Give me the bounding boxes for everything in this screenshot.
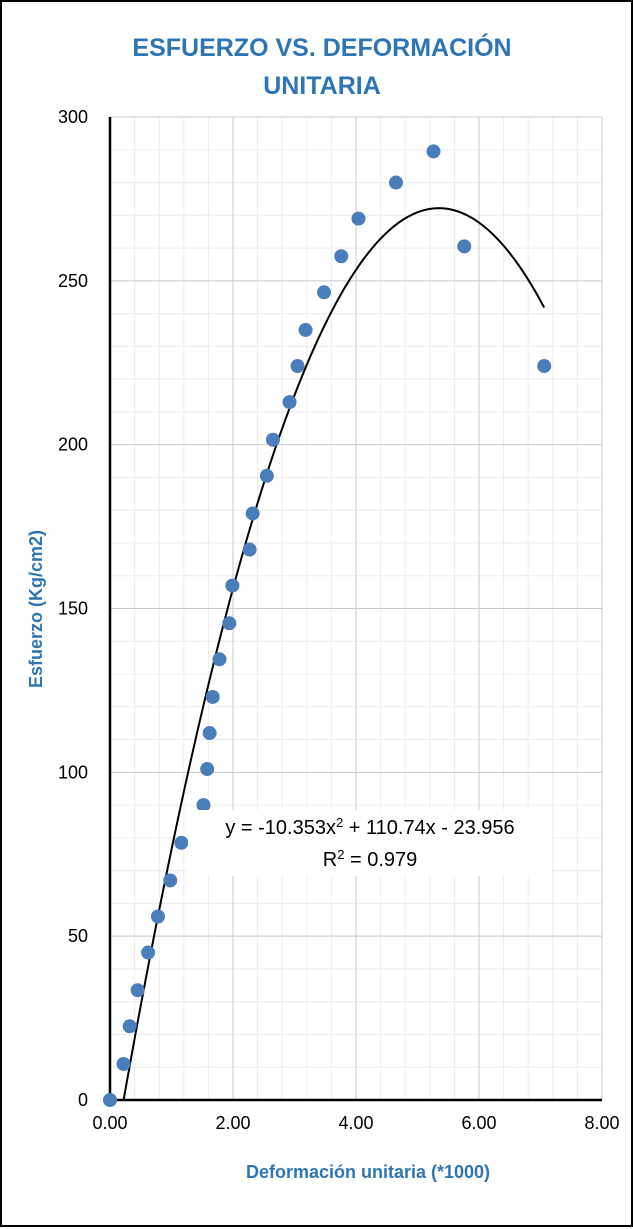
data-point xyxy=(259,468,274,483)
data-point xyxy=(457,239,472,254)
data-point xyxy=(265,432,280,447)
data-point xyxy=(334,249,349,264)
data-point xyxy=(122,1019,137,1034)
x-axis-title: Deformación unitaria (*1000) xyxy=(246,1162,490,1182)
data-point xyxy=(141,945,156,960)
y-axis-title: Esfuerzo (Kg/cm2) xyxy=(26,530,46,688)
chart-title-line-1: ESFUERZO VS. DEFORMACIÓN xyxy=(132,32,511,62)
y-tick-label: 200 xyxy=(58,435,88,455)
data-point xyxy=(116,1056,131,1071)
x-tick-label: 4.00 xyxy=(338,1113,373,1133)
data-point xyxy=(150,909,165,924)
data-point xyxy=(205,689,220,704)
equation-box xyxy=(188,810,552,876)
axes xyxy=(108,117,602,1102)
x-tick-label: 8.00 xyxy=(584,1113,619,1133)
y-tick-label: 0 xyxy=(78,1090,88,1110)
x-tick-label: 6.00 xyxy=(461,1113,496,1133)
data-point xyxy=(200,762,215,777)
trendline-r-squared: R2 = 0.979 xyxy=(323,847,418,872)
data-point xyxy=(202,726,217,741)
x-tick-label: 2.00 xyxy=(215,1113,250,1133)
data-point xyxy=(317,285,332,300)
y-tick-label: 50 xyxy=(68,926,88,946)
data-point xyxy=(196,798,211,813)
data-point xyxy=(290,359,305,374)
data-point xyxy=(174,835,189,850)
points-group xyxy=(103,144,552,1107)
data-point xyxy=(130,983,145,998)
major-grid xyxy=(110,116,603,1100)
y-tick-label: 150 xyxy=(58,599,88,619)
trendline-group xyxy=(122,207,546,1101)
data-point xyxy=(298,322,313,337)
data-point xyxy=(388,175,403,190)
data-point xyxy=(212,652,227,667)
y-tick-label: 250 xyxy=(58,271,88,291)
data-point xyxy=(103,1093,117,1107)
tick-labels: 0.00 2.00 4.00 6.00 8.00 0 50 100 150 200 250 300 xyxy=(58,107,620,1133)
data-point xyxy=(351,211,366,226)
trendline-curve xyxy=(122,207,546,1101)
data-point xyxy=(537,359,552,374)
data-point xyxy=(163,873,178,888)
data-point xyxy=(242,542,257,557)
y-tick-label: 300 xyxy=(58,107,88,127)
trendline-equation: y = -10.353x2 + 110.74x - 23.956 xyxy=(225,815,514,840)
y-tick-label: 100 xyxy=(58,762,88,782)
x-tick-label: 0.00 xyxy=(92,1113,127,1133)
chart-title-line-2: UNITARIA xyxy=(263,72,381,100)
data-point xyxy=(282,395,297,410)
data-point xyxy=(222,616,237,631)
data-point xyxy=(225,578,240,593)
data-point xyxy=(426,144,441,159)
data-point xyxy=(245,506,260,521)
